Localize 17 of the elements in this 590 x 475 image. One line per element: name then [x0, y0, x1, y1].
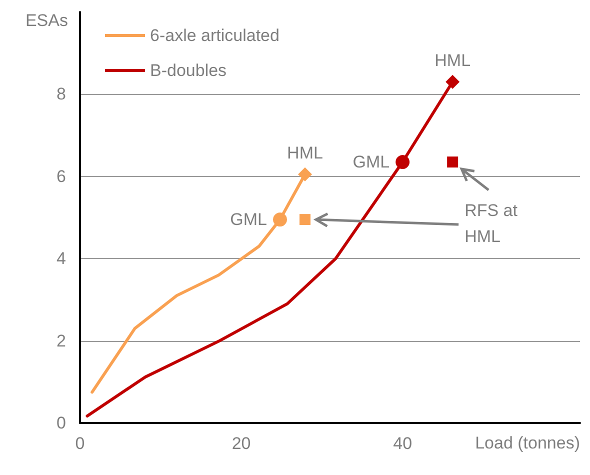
x-tick-label: 40 [393, 434, 412, 453]
legend-label: 6-axle articulated [150, 26, 280, 45]
x-axis-title: Load (tonnes) [475, 434, 580, 452]
annotation: RFS at HML [464, 200, 518, 248]
y-tick-label: 0 [56, 414, 66, 432]
y-axis-title: ESAs [25, 11, 68, 30]
text: HML [434, 50, 471, 70]
series-label: HML [287, 143, 323, 162]
series-label: GML [230, 210, 267, 230]
text: GML [352, 152, 390, 172]
legend-label: B-doubles [150, 61, 227, 80]
y-tick-label: 6 [56, 166, 66, 186]
x-tick-label: 0 [75, 434, 85, 453]
x-tick-label: 20 [232, 434, 251, 453]
y-tick-label: 2 [56, 331, 66, 350]
y-tick-label: 8 [56, 84, 66, 104]
y-tick-label: 4 [56, 249, 66, 268]
